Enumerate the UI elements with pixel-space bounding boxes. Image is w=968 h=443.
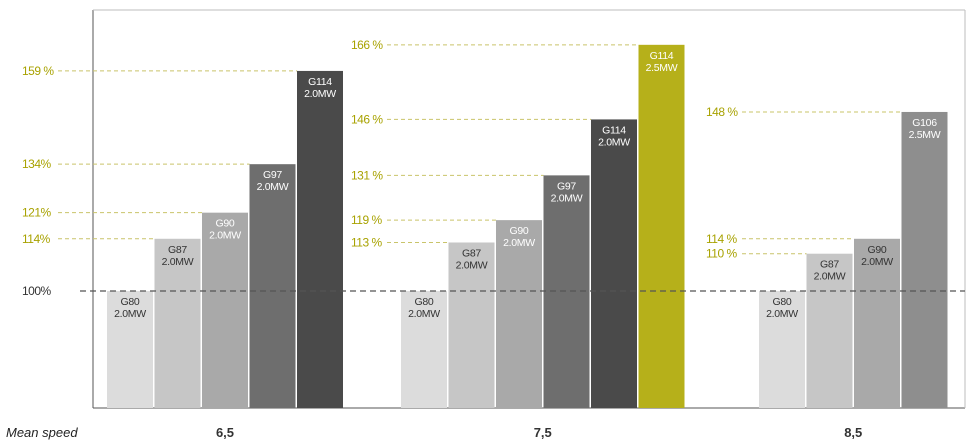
bar [401,291,447,408]
bar [638,44,685,408]
bar [901,111,948,409]
value-label: 159 % [22,64,54,78]
guide-lines [58,44,902,255]
bar-power-label: 2.0MW [766,308,798,320]
bar-model-label: G80 [415,296,434,308]
bar-power-label: 2.0MW [304,88,336,100]
value-label: 110 % [706,247,737,261]
bar-power-label: 2.0MW [209,230,241,242]
bar [249,164,296,408]
bar [543,175,590,408]
bar-model-label: G114 [602,124,626,136]
bar [154,238,201,408]
bar [496,220,542,408]
bar-power-label: 2.5MW [909,129,941,141]
labels: Mean speed 100%G802.0MW114%G872.0MW121%G… [6,38,965,440]
value-label: 148 % [706,105,738,119]
bar-model-label: G87 [820,259,839,271]
value-label: 113 % [351,236,382,250]
value-label: 131 % [351,168,383,182]
bar-model-label: G90 [868,244,887,256]
bar-power-label: 2.0MW [503,237,535,249]
bar-power-label: 2.0MW [598,136,630,148]
bar-model-label: G97 [263,169,282,181]
bar-model-label: G106 [912,117,937,129]
bar-power-label: 2.0MW [456,260,488,272]
group-label: 7,5 [534,425,552,440]
bar [854,238,900,408]
bar [297,70,343,409]
bar [202,212,248,408]
bar-power-label: 2.0MW [408,308,440,320]
bar-model-label: G90 [510,225,529,237]
x-axis-title: Mean speed [6,425,78,440]
value-label: 114% [22,232,51,246]
bar [448,242,495,408]
bar-model-label: G114 [650,50,674,62]
bar-power-label: 2.0MW [814,271,846,283]
group-label: 6,5 [216,425,234,440]
value-label: 121% [22,206,52,220]
bar-power-label: 2.0MW [861,256,893,268]
bar-model-label: G90 [216,218,235,230]
bar-model-label: G87 [462,248,481,260]
bar-model-label: G97 [557,180,576,192]
bar-power-label: 2.0MW [257,181,289,193]
bar [806,253,853,408]
bar-power-label: 2.5MW [646,62,678,74]
bar-model-label: G80 [121,296,140,308]
value-label: 134% [22,157,52,171]
bars [107,44,948,409]
group-label: 8,5 [844,425,862,440]
value-label: 114 % [706,232,737,246]
value-label: 166 % [351,38,383,52]
bar-power-label: 2.0MW [162,256,194,268]
bar-power-label: 2.0MW [114,308,146,320]
bar-model-label: G80 [773,296,792,308]
bar-power-label: 2.0MW [551,192,583,204]
bar-model-label: G87 [168,244,187,256]
bar [107,291,153,408]
bar-model-label: G114 [308,76,332,88]
bar [759,291,805,408]
bar [591,119,637,409]
value-label: 119 % [351,213,382,227]
value-label: 146 % [351,112,383,126]
baseline-label: 100% [22,284,52,298]
